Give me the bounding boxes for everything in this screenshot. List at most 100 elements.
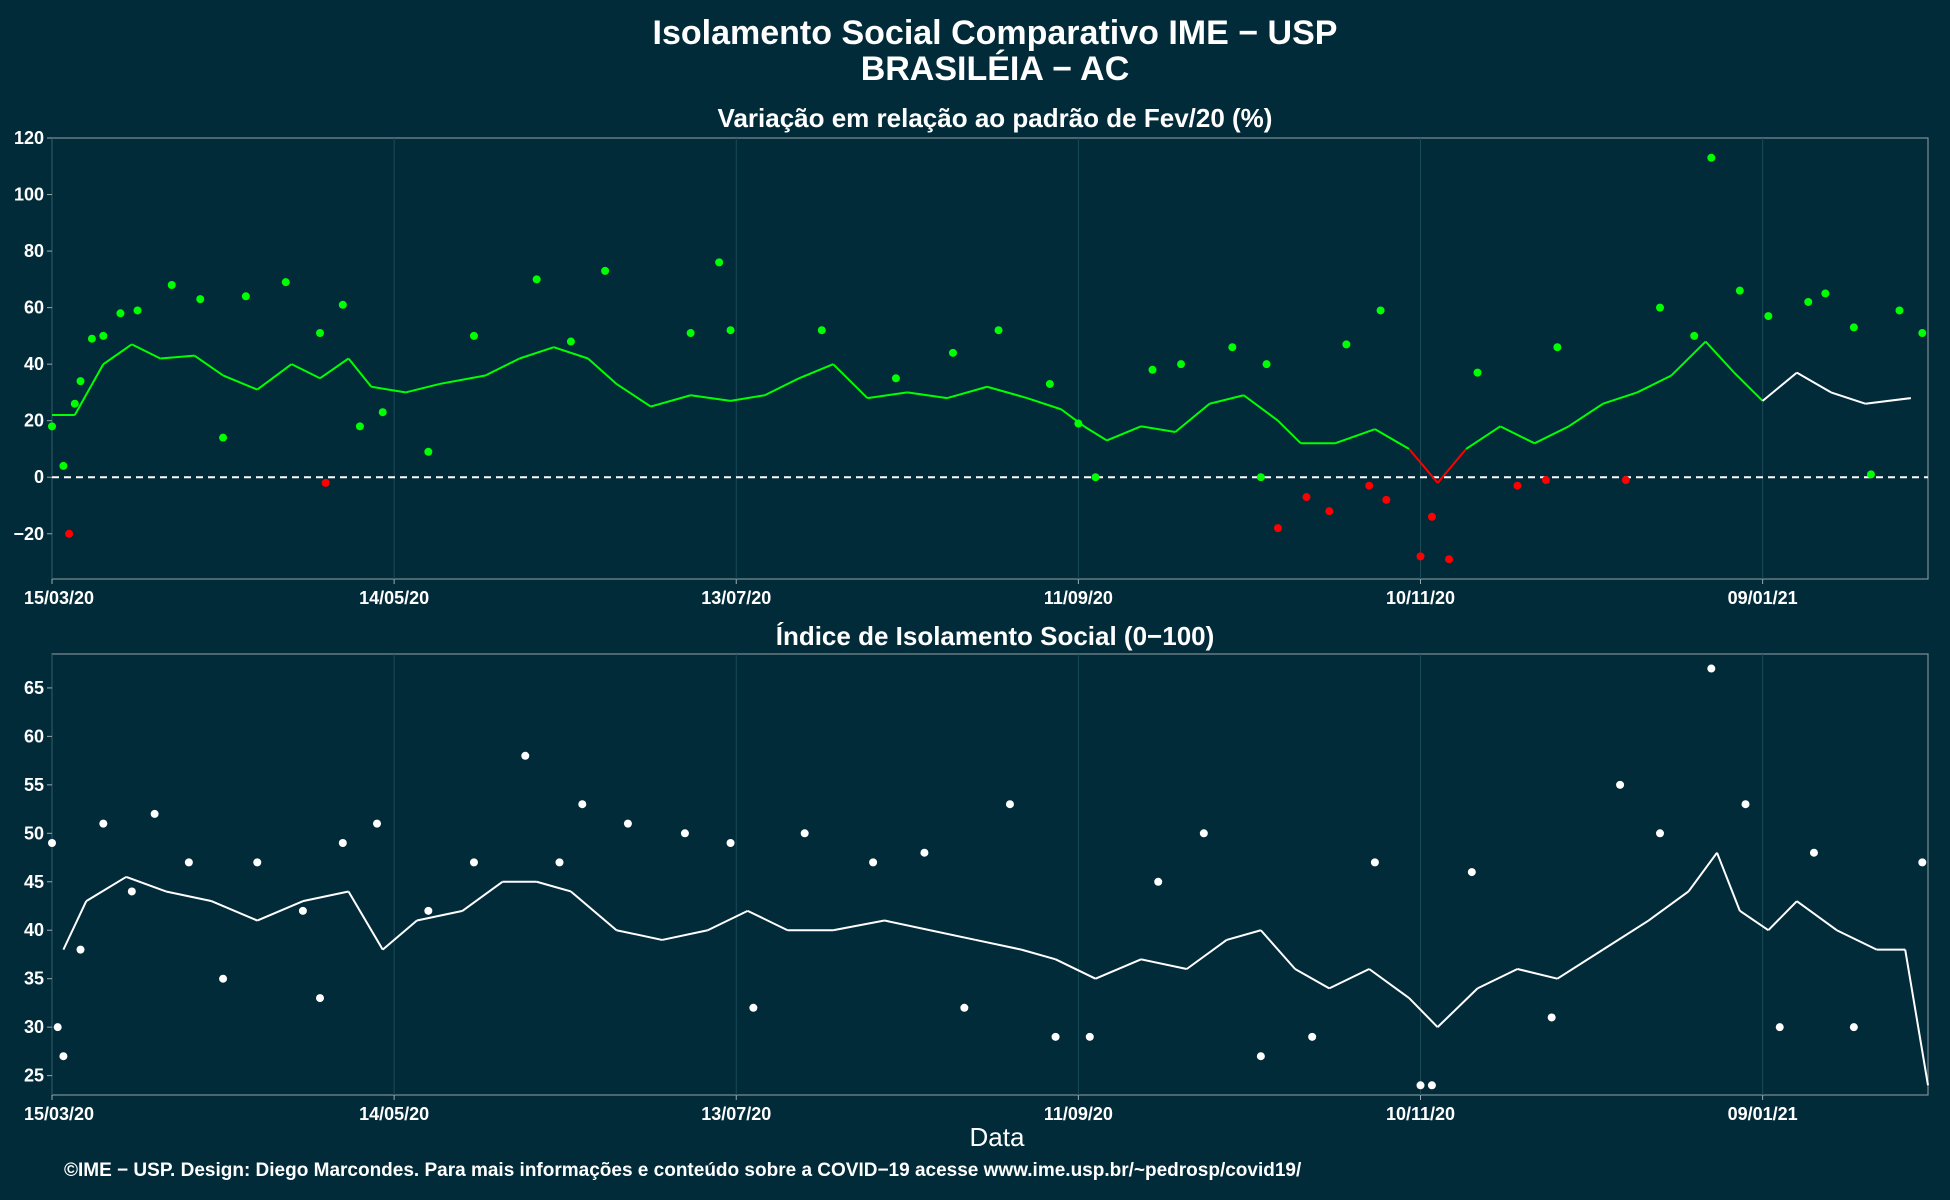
trend-line-segment	[1436, 448, 1467, 484]
trend-line-segment	[1687, 852, 1718, 893]
data-point	[566, 337, 575, 346]
data-point	[1775, 1023, 1784, 1032]
data-point	[1416, 1081, 1425, 1090]
data-point	[1085, 1032, 1094, 1041]
data-point	[65, 529, 74, 538]
trend-line-segment	[1556, 948, 1604, 980]
x-axis-label: Data	[970, 1122, 1025, 1152]
y-tick-label: 120	[14, 128, 44, 148]
data-point	[1148, 365, 1157, 374]
data-point	[1553, 343, 1562, 352]
trend-line-segment	[1465, 425, 1501, 450]
y-tick-label: 60	[24, 726, 44, 746]
trend-line-segment	[907, 391, 948, 400]
data-point	[184, 858, 193, 867]
data-point	[1382, 495, 1391, 504]
trend-line-segment	[1477, 968, 1518, 990]
data-point	[378, 408, 387, 417]
trend-line-segment	[1767, 900, 1798, 931]
trend-line-segment	[319, 357, 350, 380]
trend-line-segment	[1636, 374, 1672, 394]
trend-line-segment	[1517, 968, 1558, 980]
data-point	[1707, 664, 1716, 673]
data-point	[1376, 306, 1385, 315]
trend-line-segment	[1648, 890, 1690, 922]
data-point	[167, 281, 176, 289]
trend-line-segment	[1436, 987, 1479, 1028]
data-point	[800, 829, 809, 838]
data-point	[920, 848, 929, 857]
x-tick-label: 10/11/20	[1386, 1104, 1455, 1124]
variation-chart: 15/03/20 14/05/20 13/07/20 11/09/20 10/11/20…	[13, 128, 1929, 608]
data-point	[555, 858, 564, 867]
y-tick-label: 30	[24, 1017, 44, 1037]
trend-line-segment	[1055, 958, 1096, 980]
data-point	[1045, 379, 1054, 388]
trend-line-segment	[73, 363, 105, 416]
trend-line-segment	[131, 343, 161, 360]
trend-line-segment	[461, 880, 504, 912]
trend-line-segment	[730, 394, 765, 402]
credit-footer: ©IME − USP. Design: Diego Marcondes. Par…	[64, 1160, 1302, 1181]
data-point	[53, 1023, 62, 1032]
data-point	[150, 809, 159, 818]
data-point	[521, 751, 530, 760]
data-point	[59, 1052, 68, 1061]
trend-line-segment	[1294, 968, 1330, 990]
data-point	[196, 295, 205, 304]
data-point	[48, 422, 56, 431]
data-point	[373, 819, 382, 828]
data-point	[253, 858, 262, 867]
trend-line-segment	[382, 919, 418, 951]
y-tick-label: 100	[14, 185, 44, 205]
trend-line-segment	[519, 346, 555, 360]
trend-line-segment	[536, 880, 572, 893]
data-point	[1074, 419, 1083, 428]
trend-line-segment	[1796, 371, 1832, 394]
x-tick-label: 13/07/20	[701, 1104, 771, 1124]
trend-line-segment	[747, 909, 789, 932]
data-point	[219, 433, 228, 442]
x-tick-label: 14/05/20	[359, 588, 429, 608]
trend-line-segment	[553, 346, 589, 360]
trend-line-segment	[661, 929, 708, 941]
trend-line-segment	[1408, 448, 1439, 484]
trend-line-segment	[764, 377, 800, 397]
data-point	[686, 329, 695, 338]
trend-line-segment	[1021, 948, 1056, 961]
trend-line-segment	[256, 363, 293, 391]
panel-1-title: Variação em relação ao padrão de Fev/20 …	[718, 103, 1273, 133]
data-point	[1513, 481, 1522, 490]
data-point	[1735, 286, 1744, 295]
data-point	[1005, 800, 1014, 809]
trend-line-segment	[1186, 939, 1228, 970]
data-point	[749, 1003, 758, 1012]
data-point	[1302, 493, 1311, 502]
trend-line-segment	[832, 363, 869, 399]
trend-line-segment	[1602, 391, 1638, 405]
trend-line-segment	[347, 357, 373, 388]
data-point	[1541, 476, 1550, 485]
trend-line-segment	[291, 363, 321, 380]
trend-line-segment	[1277, 419, 1302, 445]
isolation-index-chart: 15/03/20 14/05/20 13/07/20 11/09/20 10/11/20…	[24, 653, 1929, 1124]
data-point	[127, 887, 136, 896]
trend-line-segment	[1209, 394, 1244, 405]
data-point	[219, 974, 228, 983]
trend-line-segment	[347, 890, 384, 951]
trend-line-segment	[1083, 425, 1108, 442]
trend-line-segment	[1095, 958, 1142, 980]
data-point	[1707, 153, 1716, 162]
data-point	[817, 326, 826, 335]
data-point	[1199, 829, 1208, 838]
trend-line-segment	[986, 385, 1028, 400]
data-point	[133, 306, 142, 315]
data-point	[116, 309, 125, 318]
trend-line-segment	[616, 929, 663, 941]
y-tick-label: 35	[24, 969, 44, 989]
trend-line-segment	[1534, 425, 1570, 445]
data-point	[338, 839, 347, 847]
data-point	[532, 275, 541, 284]
y-tick-label: 80	[24, 241, 44, 261]
y-tick-label: 0	[34, 467, 44, 487]
